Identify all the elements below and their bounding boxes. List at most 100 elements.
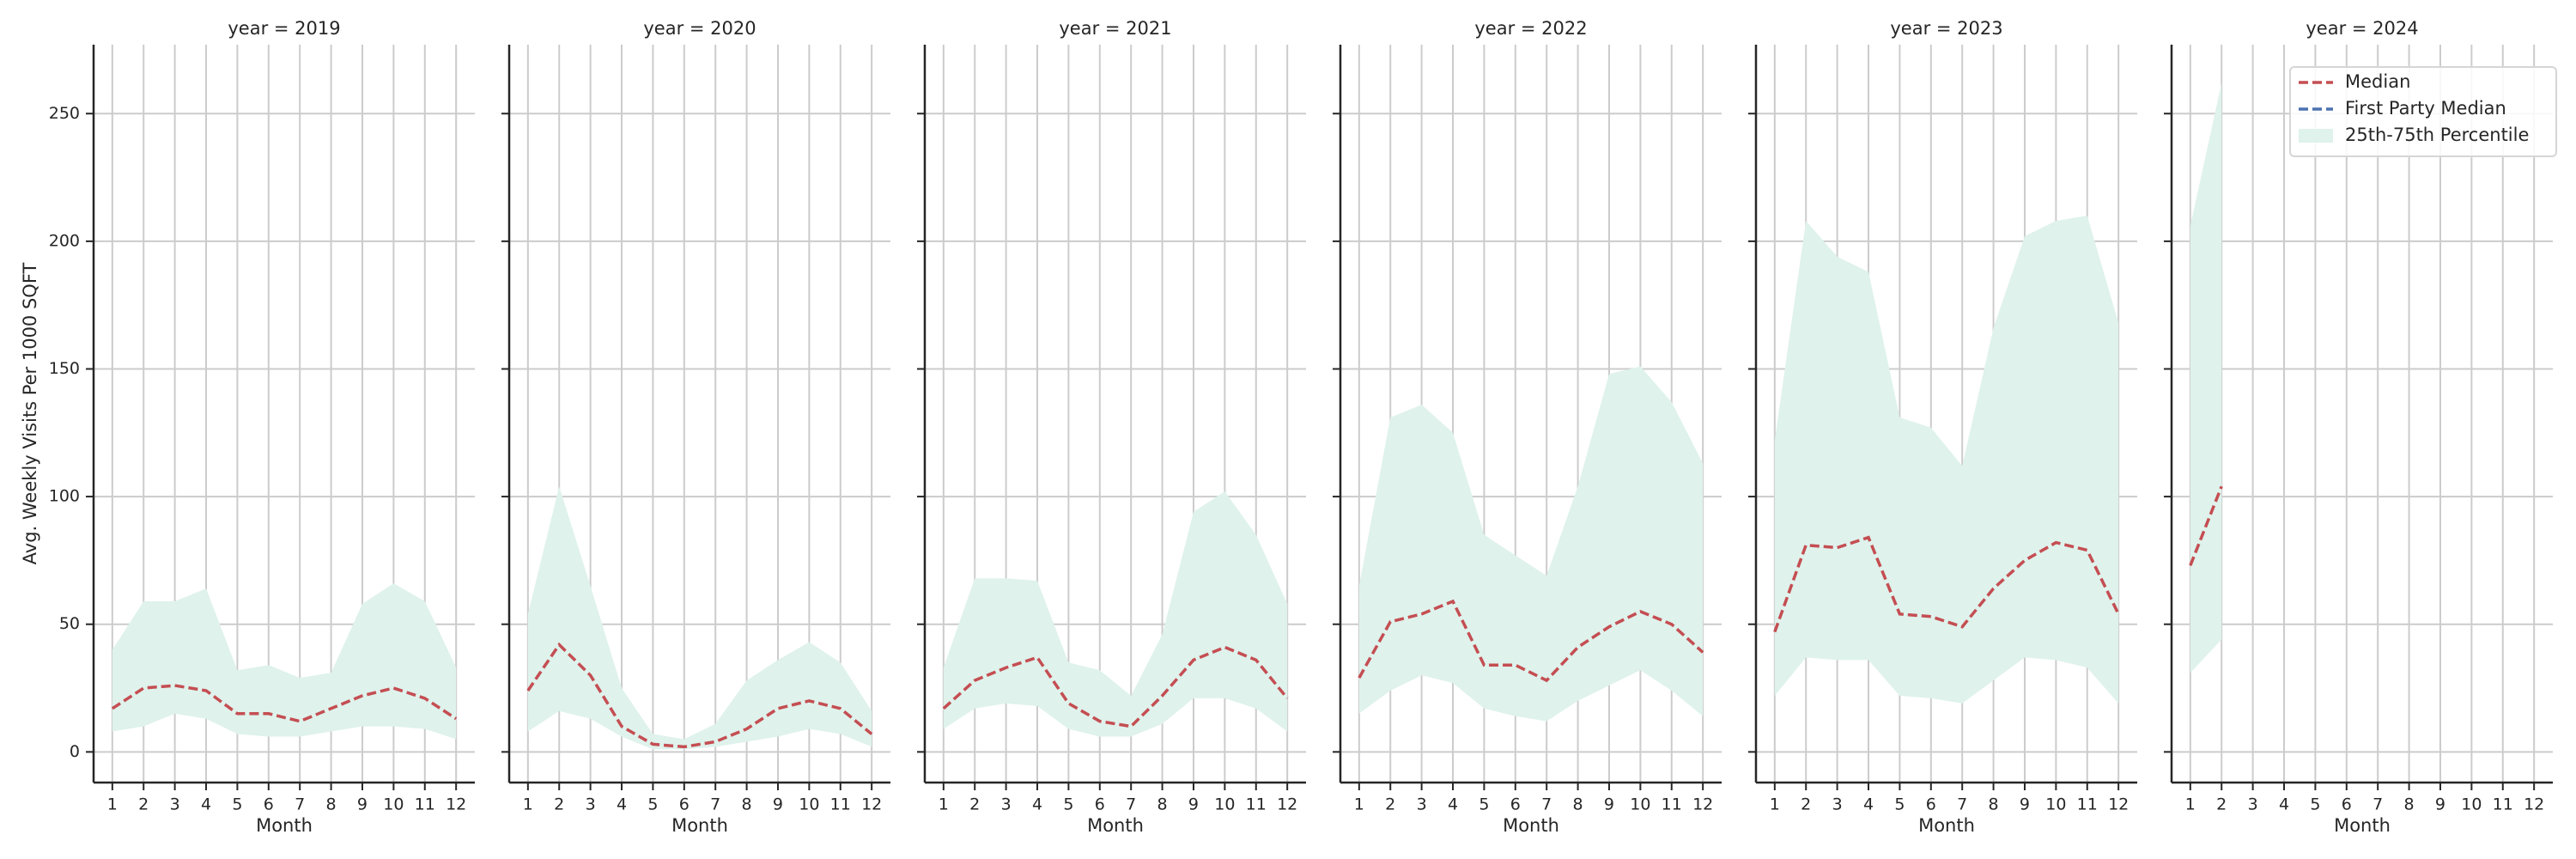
x-axis-label: Month [1087,815,1144,836]
x-tick-label: 8 [1989,795,1999,814]
x-tick-label: 7 [1957,795,1967,814]
x-tick-label: 11 [830,795,851,814]
x-tick-label: 3 [586,795,596,814]
x-tick-label: 6 [679,795,690,814]
x-tick-label: 12 [446,795,466,814]
y-tick-label: 150 [49,359,80,378]
legend-box [2289,66,2557,157]
x-tick-label: 7 [710,795,720,814]
x-tick-label: 9 [357,795,368,814]
median-line [111,684,458,723]
x-tick-label: 4 [617,795,627,814]
panel-title: year = 2019 [228,18,340,39]
panel-title: year = 2023 [1890,18,2002,39]
x-tick-label: 5 [1063,795,1073,814]
legend: Median First Party Median 25th-75th Percen… [2289,66,2557,157]
x-tick-label: 10 [1214,795,1235,814]
x-tick-label: 3 [1832,795,1843,814]
percentile-band [112,583,457,740]
median-line [2189,485,2223,566]
y-axis-label: Avg. Weekly Visits Per 1000 SQFT [20,262,40,564]
x-tick-label: 10 [1630,795,1650,814]
y-tick-label: 50 [59,614,80,633]
legend-label: 25th-75th Percentile [2345,125,2529,145]
x-tick-label: 7 [1541,795,1552,814]
x-tick-label: 8 [742,795,752,814]
x-tick-label: 5 [1479,795,1489,814]
x-tick-label: 9 [1604,795,1614,814]
x-tick-label: 1 [1354,795,1364,814]
percentile-band [527,486,872,750]
x-tick-label: 9 [2435,795,2445,814]
x-tick-label: 8 [1157,795,1168,814]
x-tick-label: 7 [2372,795,2383,814]
y-tick-label: 200 [49,231,80,250]
x-tick-label: 11 [2493,795,2513,814]
median-line [942,645,1289,728]
x-tick-label: 7 [295,795,305,814]
x-tick-label: 12 [1692,795,1713,814]
panel-title: year = 2020 [643,18,756,39]
x-tick-label: 10 [383,795,404,814]
x-tick-label: 9 [1188,795,1199,814]
x-tick-label: 6 [264,795,274,814]
percentile-band [1358,366,1704,722]
x-tick-label: 5 [647,795,658,814]
x-tick-label: 8 [1573,795,1583,814]
median-line [526,642,873,749]
x-tick-label: 6 [2342,795,2352,814]
x-tick-label: 1 [2185,795,2196,814]
x-tick-label: 11 [1662,795,1682,814]
x-tick-label: 6 [1095,795,1105,814]
x-tick-label: 9 [2020,795,2030,814]
x-axis-label: Month [671,815,728,836]
percentile-band [2190,82,2222,673]
x-tick-label: 7 [1126,795,1136,814]
x-tick-label: 10 [2045,795,2066,814]
y-tick-label: 0 [70,742,80,761]
x-tick-label: 2 [969,795,980,814]
x-tick-label: 4 [2279,795,2289,814]
x-tick-label: 2 [138,795,149,814]
x-tick-label: 11 [2077,795,2098,814]
x-tick-label: 10 [799,795,819,814]
x-tick-label: 3 [1417,795,1427,814]
y-tick-label: 250 [49,104,80,123]
legend-label: Median [2345,71,2410,92]
x-tick-label: 12 [861,795,882,814]
legend-label: First Party Median [2345,98,2506,119]
x-tick-label: 3 [170,795,180,814]
x-axis-label: Month [1918,815,1975,836]
x-tick-label: 4 [1032,795,1042,814]
x-tick-label: 11 [1246,795,1267,814]
x-tick-label: 2 [554,795,564,814]
x-tick-label: 4 [1448,795,1458,814]
x-tick-label: 3 [2248,795,2258,814]
x-tick-label: 5 [1894,795,1905,814]
x-tick-label: 4 [1863,795,1874,814]
x-axis-label: Month [2334,815,2391,836]
x-tick-label: 11 [415,795,435,814]
x-tick-label: 2 [1385,795,1395,814]
x-tick-label: 1 [939,795,949,814]
median-line [1773,535,2120,633]
x-tick-label: 5 [232,795,242,814]
x-tick-label: 9 [773,795,783,814]
x-tick-label: 2 [1801,795,1811,814]
x-tick-label: 8 [326,795,337,814]
x-tick-label: 3 [1001,795,1012,814]
percentile-band [943,491,1288,737]
x-tick-label: 5 [2310,795,2320,814]
median-line [1358,599,1704,683]
panel-title: year = 2021 [1059,18,1171,39]
x-tick-label: 10 [2461,795,2482,814]
x-tick-label: 12 [2524,795,2544,814]
y-tick-label: 100 [49,487,80,506]
x-axis-label: Month [256,815,313,836]
x-tick-label: 1 [1770,795,1780,814]
panel-title: year = 2022 [1474,18,1587,39]
legend-swatch [2299,129,2333,143]
x-tick-label: 6 [1926,795,1936,814]
x-tick-label: 2 [2216,795,2227,814]
